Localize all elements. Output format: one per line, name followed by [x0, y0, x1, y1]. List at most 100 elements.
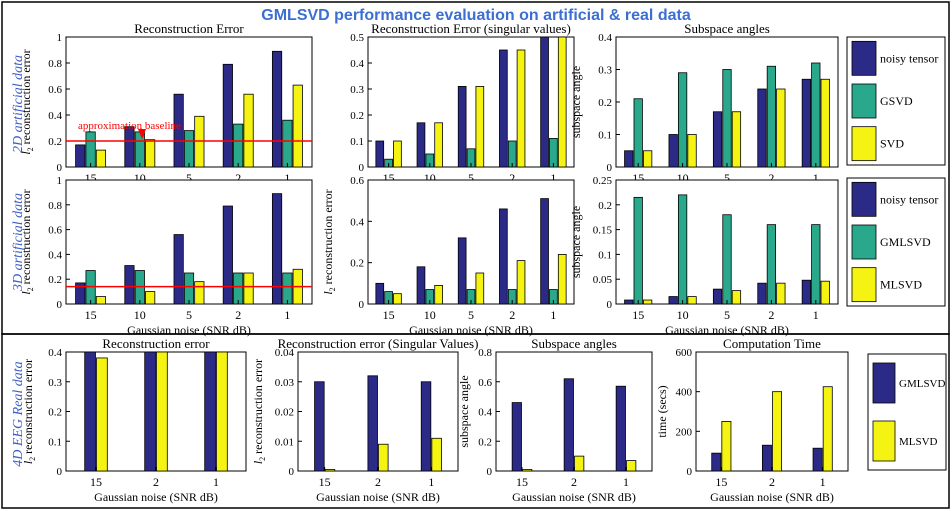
y-tick-label: 0.4	[478, 407, 492, 419]
y-axis-label-sub: 2	[328, 287, 337, 291]
bar	[516, 260, 526, 305]
bar	[615, 385, 626, 472]
chart-title: Reconstruction error (Singular Values)	[278, 336, 479, 351]
legend-label: noisy tensor	[880, 192, 938, 206]
y-tick-label: 0.3	[350, 84, 364, 96]
bar	[687, 296, 697, 305]
y-tick-label: 0.03	[275, 377, 295, 389]
y-tick-label: 0.4	[48, 249, 62, 261]
bar	[124, 265, 135, 305]
y-axis-label-rest: reconstruction error	[21, 359, 35, 457]
bar	[801, 78, 811, 168]
bar	[624, 150, 634, 168]
x-axis-label: Gaussian noise (SNR dB)	[409, 323, 533, 337]
x-tick-label: 10	[134, 308, 146, 322]
x-tick-label: 1	[284, 171, 290, 185]
legend-label: MLSVD	[899, 436, 938, 448]
y-tick-label: 1	[57, 175, 63, 187]
legends: noisy tensor GSVD SVD noisy tensor GMLSVD MLS…	[846, 36, 947, 471]
y-axis-label: subspace angle	[457, 375, 471, 447]
bar	[722, 69, 732, 168]
y-axis-label-l: l	[21, 460, 35, 464]
bar	[822, 386, 833, 472]
y-tick-label: 0.6	[350, 175, 364, 187]
y-tick-label: 0.1	[350, 136, 364, 148]
chart-title: Reconstruction error	[102, 336, 210, 351]
legend-swatch	[851, 224, 877, 260]
y-tick-label: 0.2	[350, 258, 364, 270]
y-tick-label: 0.4	[350, 216, 364, 228]
bar	[801, 279, 811, 305]
x-axis-label: Gaussian noise (SNR dB)	[316, 490, 440, 504]
y-axis-label-sub: 2	[26, 147, 35, 151]
chart-title: Computation Time	[723, 336, 821, 351]
x-tick-label: 2	[509, 171, 515, 185]
legend-swatch	[872, 420, 896, 462]
y-axis-label: l2 reconstruction error	[21, 359, 37, 464]
bar	[499, 49, 508, 168]
bar	[633, 98, 643, 168]
y-tick-label: 600	[676, 347, 693, 359]
chart-5: 0 0.2 0.4 0.6 15 10 5 2 1 Gaussian noise (SNR dB)…	[321, 175, 575, 337]
bar	[416, 122, 426, 168]
y-tick-label: 400	[676, 387, 693, 399]
y-axis-label: l2 reconstruction error	[251, 359, 267, 464]
legend-label: GMLSVD	[899, 378, 946, 390]
y-tick-label: 0	[607, 299, 613, 311]
y-tick-label: 0.2	[598, 200, 612, 212]
bar	[820, 280, 830, 305]
bar	[624, 299, 634, 305]
y-tick-label: 0.2	[48, 274, 62, 286]
bar	[393, 140, 402, 168]
bar	[766, 224, 777, 305]
bar	[378, 443, 389, 472]
x-tick-label: 2	[571, 475, 577, 489]
bar	[144, 351, 156, 472]
x-tick-label: 2	[768, 171, 774, 185]
legend-label: SVD	[880, 137, 904, 151]
bar	[431, 437, 442, 472]
x-tick-label: 1	[813, 171, 819, 185]
bar	[668, 134, 678, 168]
bar	[776, 282, 786, 305]
bar	[757, 282, 767, 305]
bar	[204, 351, 216, 472]
chart-title: Subspace angles	[531, 336, 617, 351]
plot-area	[495, 351, 653, 472]
bar	[731, 111, 742, 168]
y-tick-label: 0.4	[48, 110, 62, 122]
y-tick-label: 0.04	[275, 347, 295, 359]
bar	[84, 351, 96, 472]
bar	[711, 452, 722, 472]
x-tick-label: 15	[90, 475, 102, 489]
y-tick-label: 0.25	[593, 175, 613, 187]
y-axis-label-sub: 2	[258, 457, 267, 461]
y-tick-label: 0.15	[593, 225, 613, 237]
y-tick-label: 0.2	[598, 97, 612, 109]
x-tick-label: 2	[375, 475, 381, 489]
x-tick-label: 15	[383, 308, 395, 322]
plot-area	[65, 351, 247, 472]
x-tick-label: 1	[623, 475, 629, 489]
legend-swatch	[851, 126, 877, 162]
y-tick-label: 0.8	[48, 58, 62, 70]
bar	[124, 126, 135, 168]
y-tick-label: 0.8	[478, 347, 492, 359]
x-tick-label: 1	[284, 308, 290, 322]
x-tick-label: 2	[153, 475, 159, 489]
bar	[324, 469, 336, 472]
x-tick-label: 5	[186, 308, 192, 322]
y-axis-label-sub: 2	[28, 457, 37, 461]
bar	[820, 78, 830, 168]
y-axis-label-l: l	[19, 291, 33, 295]
bar	[712, 111, 723, 168]
y-tick-label: 0	[289, 466, 295, 478]
bar	[145, 139, 156, 168]
bar	[222, 205, 233, 305]
x-axis-label: Gaussian noise (SNR dB)	[512, 490, 636, 504]
x-tick-label: 2	[235, 308, 241, 322]
bar	[420, 381, 432, 472]
bar	[516, 49, 526, 168]
x-tick-label: 2	[509, 308, 515, 322]
